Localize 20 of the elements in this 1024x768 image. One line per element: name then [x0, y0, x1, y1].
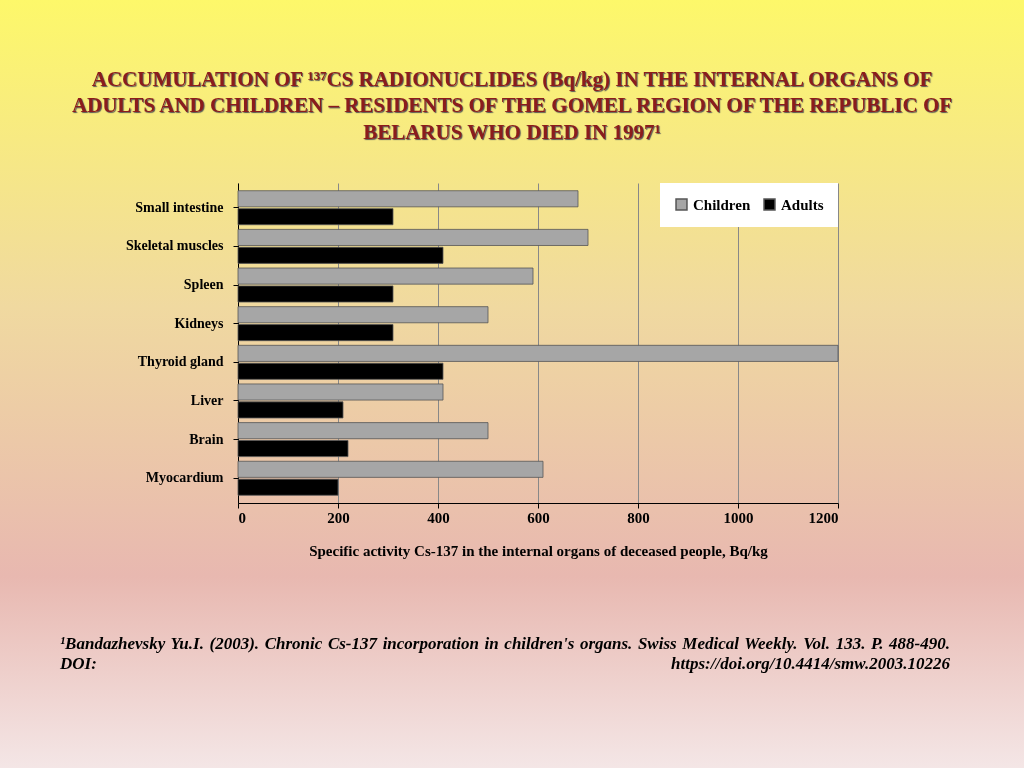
y-tick-label: Skeletal muscles [125, 238, 225, 254]
y-tick-label: Small intestine [135, 199, 224, 215]
y-tick-label: Brain [189, 431, 224, 447]
text: ¹Bandazhevsky Yu.I. (2003). Chronic Cs-137 incorporation in children's organs. Swiss Medical Weekly. Vol. 133. P. 488-490. DOI: https://doi.org/10.4414/smw.2003.10226 [60, 634, 950, 674]
y-tick-label: Spleen [183, 277, 224, 293]
x-tick-label: 600 [527, 509, 550, 526]
chart-title: ACCUMULATION OF ¹³⁷CS RADIONUCLIDES (Bq/kg) IN THE INTERNAL ORGANS OF ADULTS AND CHILDREN – RESIDENTS OF THE GOMEL REGION OF THE REPUBLIC OF BELARUS WHO DIED IN 1997¹ [70, 66, 954, 145]
x-tick-label: 800 [627, 509, 650, 526]
x-tick-label: 400 [427, 509, 450, 526]
legend-label: Adults [781, 196, 824, 213]
x-tick-label: 1200 [808, 509, 839, 526]
x-tick-label: 1000 [723, 509, 754, 526]
x-tick-label: 0 [238, 509, 246, 526]
x-tick-label: 200 [327, 509, 350, 526]
y-tick-label: Liver [190, 392, 224, 408]
y-tick-label: Thyroid gland [137, 354, 224, 370]
x-axis-title: Specific activity Cs-137 in the internal organs of deceased people, Bq/kg [309, 542, 769, 559]
legend-label: Children [693, 196, 751, 213]
y-tick-label: Kidneys [174, 315, 225, 331]
y-tick-label: Myocardium [145, 470, 224, 486]
